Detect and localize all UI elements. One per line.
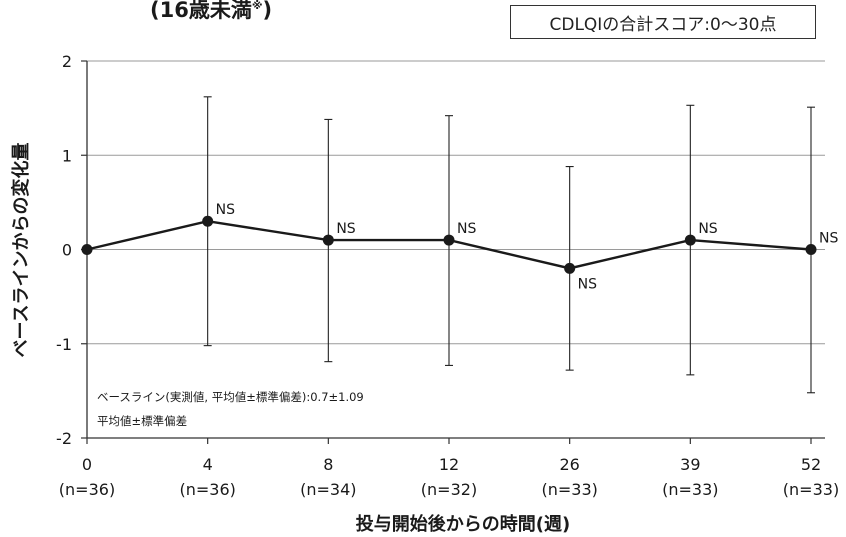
x-tick-label: 8 [323, 455, 333, 474]
ns-annotation: NS [698, 221, 717, 237]
x-n-label: (n=33) [541, 480, 597, 499]
x-tick-label: 39 [680, 455, 700, 474]
y-tick-label: -2 [56, 429, 72, 448]
x-tick-label: 52 [801, 455, 821, 474]
data-point [81, 244, 93, 255]
data-point [564, 262, 576, 274]
score-range-box: CDLQIの合計スコア:0〜30点 [510, 5, 816, 39]
data-point [443, 234, 455, 246]
y-tick-label: 2 [62, 52, 72, 71]
data-point [322, 234, 334, 246]
x-tick-label: 12 [439, 455, 459, 474]
x-tick-label: 4 [203, 455, 213, 474]
x-axis-label: 投与開始後からの時間(週) [356, 513, 570, 535]
x-n-label: (n=36) [59, 480, 115, 499]
x-tick-label: 0 [82, 455, 92, 474]
baseline-note: ベースライン(実測値, 平均値±標準偏差):0.7±1.09 [97, 390, 364, 404]
data-point [202, 215, 214, 227]
ns-annotation: NS [819, 231, 838, 247]
mean-sd-note: 平均値±標準偏差 [97, 414, 187, 428]
y-tick-label: 1 [62, 146, 72, 165]
y-tick-label: -1 [56, 335, 72, 354]
chart-title-close: ) [262, 0, 273, 22]
gridlines [87, 60, 825, 345]
chart-title: (16歳未満※) [150, 0, 272, 24]
chart-title-text: (16歳未満 [150, 0, 252, 22]
ns-annotation: NS [578, 276, 597, 292]
error-bars [203, 96, 815, 394]
score-range-text: CDLQIの合計スコア:0〜30点 [549, 14, 777, 35]
x-n-label: (n=32) [421, 480, 477, 499]
y-tick-label: 0 [62, 241, 72, 260]
x-tick-label: 26 [559, 455, 579, 474]
x-n-label: (n=33) [662, 480, 718, 499]
y-axis-label: ベースラインからの変化量 [10, 142, 32, 357]
axes [81, 60, 825, 444]
data-point [684, 234, 696, 246]
x-n-label: (n=36) [179, 480, 235, 499]
chart-labels: 2 1 0 -1 -2 0 (n=36) 4 (n=36) 8 (n=34) 12 (n=32) 26 (n… [10, 52, 839, 535]
data-point [805, 244, 817, 255]
ns-annotation: NS [457, 221, 476, 237]
ns-annotation: NS [336, 221, 355, 237]
x-n-label: (n=33) [783, 480, 839, 499]
chart-title-mark: ※ [251, 0, 263, 12]
ns-annotation: NS [216, 202, 235, 218]
data-points [81, 215, 817, 274]
x-n-label: (n=34) [300, 480, 356, 499]
